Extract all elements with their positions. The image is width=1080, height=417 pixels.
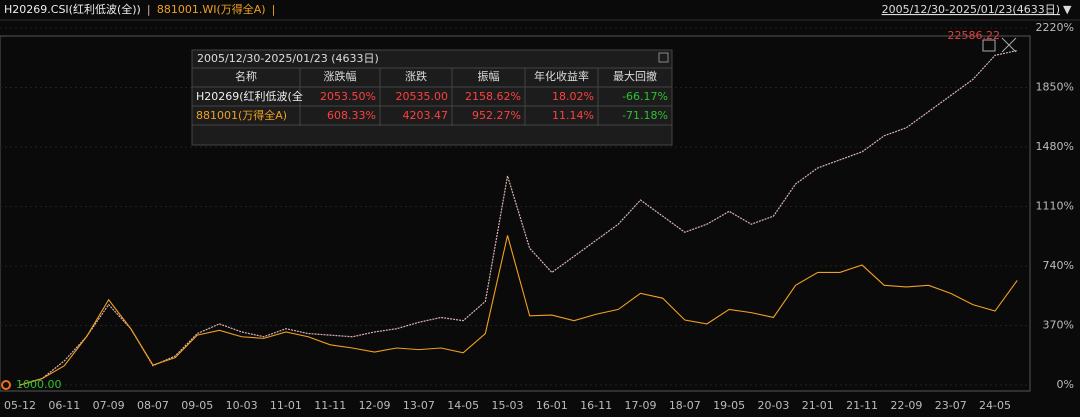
legend-entry: 881001.WI(万得全A) [157,2,266,16]
x-tick-label: 13-07 [403,399,435,412]
column-header: 振幅 [478,69,500,83]
x-tick-label: 08-07 [137,399,169,412]
y-tick-label: 1480% [1036,140,1074,153]
x-tick-label: 20-03 [757,399,789,412]
y-tick-label: 370% [1043,319,1074,332]
x-tick-label: 07-09 [93,399,125,412]
restore-icon [982,39,996,52]
table-cell: 2053.50% [320,90,376,103]
start-annotation: 1000.00 [16,378,62,391]
table-bg [191,49,673,146]
x-tick-label: 11-11 [314,399,346,412]
x-tick-label: 22-09 [890,399,922,412]
x-tick-label: 15-03 [492,399,524,412]
table-cell: -66.17% [622,90,668,103]
x-tick-label: 18-07 [669,399,701,412]
x-tick-label: 10-03 [226,399,258,412]
table-cell: 4203.47 [403,109,449,122]
column-header: 涨跌幅 [324,69,357,83]
close-icon [1001,37,1017,53]
column-header: 涨跌 [405,69,427,83]
max-annotation: 22586.22 [948,29,1001,42]
y-tick-label: 1850% [1036,81,1074,94]
y-tick-label: 2220% [1036,21,1074,34]
table-cell: 11.14% [552,109,594,122]
start-marker [1,380,11,390]
series-line [19,49,1018,386]
legend-separator: | [147,3,151,16]
table-title: 2005/12/30-2025/01/23 (4633日) [197,52,379,65]
x-tick-label: 24-05 [979,399,1011,412]
x-tick-label: 21-01 [802,399,834,412]
table-cell: H20269(红利低波(全 [196,89,303,103]
x-tick-label: 17-09 [624,399,656,412]
table-close [658,52,669,63]
x-tick-label: 16-11 [580,399,612,412]
table-cell: -71.18% [622,109,668,122]
legend-entry: H20269.CSI(红利低波(全)) [4,2,141,16]
x-tick-label: 09-05 [181,399,213,412]
y-tick-label: 1110% [1036,200,1074,213]
table-cell: 952.27% [472,109,521,122]
x-tick-label: 16-01 [536,399,568,412]
table-cell: 881001(万得全A) [196,108,287,122]
series-line [19,235,1018,386]
stats-table: 2005/12/30-2025/01/23 (4633日) 名称 涨跌幅 涨跌 振幅 年化… [191,49,673,146]
x-tick-label: 12-09 [359,399,391,412]
x-tick-label: 14-05 [447,399,479,412]
y-tick-label: 0% [1057,378,1074,391]
column-header: 年化收益率 [534,69,589,83]
x-tick-label: 23-07 [935,399,967,412]
column-header: 名称 [235,69,257,83]
table-cell: 18.02% [552,90,594,103]
table-cell: 608.33% [327,109,376,122]
table-cell: 2158.62% [465,90,521,103]
x-tick-label: 11-01 [270,399,302,412]
x-tick-label: 05-12 [4,399,36,412]
column-header: 最大回撤 [613,69,657,83]
dropdown-icon[interactable]: ▼ [1063,3,1072,16]
x-tick-label: 19-05 [713,399,745,412]
plot-frame [0,35,1031,392]
table-cell: 20535.00 [396,90,449,103]
x-tick-label: 06-11 [48,399,80,412]
period[interactable]: 2005/12/30-2025/01/23(4633日) [882,3,1060,16]
x-tick-label: 21-11 [846,399,878,412]
legend-separator: | [272,3,276,16]
y-tick-label: 740% [1043,259,1074,272]
